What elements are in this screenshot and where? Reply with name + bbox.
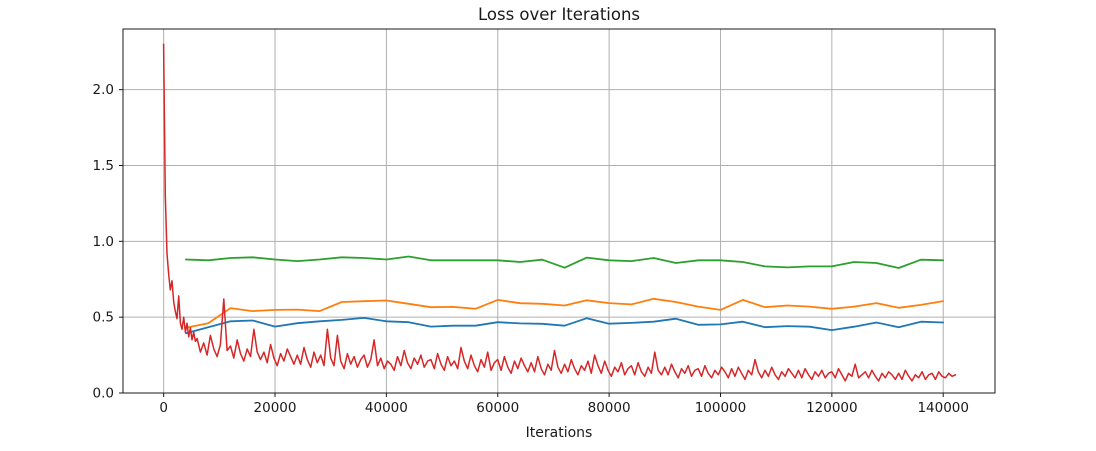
red-line	[162, 43, 957, 382]
y-tick-label: 2.0	[93, 82, 114, 98]
chart-title: Loss over Iterations	[478, 5, 640, 24]
x-tick-label: 0	[159, 400, 168, 416]
axis-ticks: 0 20000 40000 60000 80000 100000 120000 140000 0…	[93, 82, 969, 416]
chart-series	[162, 43, 957, 382]
x-tick-label: 80000	[588, 400, 631, 416]
x-tick-label: 20000	[254, 400, 297, 416]
y-tick-label: 1.5	[93, 158, 114, 174]
x-tick-label: 120000	[806, 400, 858, 416]
x-tick-label: 140000	[917, 400, 969, 416]
orange-line	[184, 297, 945, 329]
green-line	[184, 255, 945, 269]
plot-border	[122, 28, 996, 394]
y-tick-label: 1.0	[93, 234, 114, 250]
y-tick-label: 0.0	[93, 386, 114, 402]
y-tick-label: 0.5	[93, 310, 114, 326]
x-tick-label: 100000	[695, 400, 747, 416]
axes-frame	[122, 28, 996, 394]
grid-lines	[123, 29, 995, 394]
x-axis-label: Iterations	[526, 425, 593, 441]
x-tick-label: 40000	[365, 400, 408, 416]
x-tick-label: 60000	[476, 400, 519, 416]
blue-line	[184, 316, 945, 335]
